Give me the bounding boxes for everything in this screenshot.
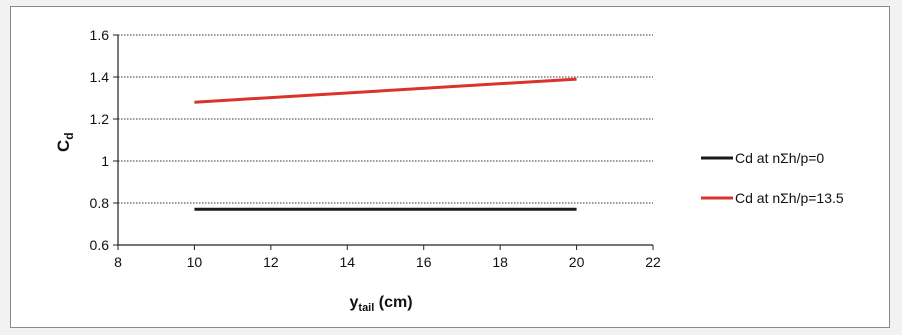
y-tick-label: 1.4 xyxy=(90,69,110,85)
y-axis-label: Cd xyxy=(54,132,76,152)
x-ticks: 8 10 12 14 16 18 20 22 xyxy=(114,245,661,270)
x-tick-label: 8 xyxy=(114,254,122,270)
x-tick-label: 12 xyxy=(263,254,279,270)
x-tick-label: 14 xyxy=(339,254,355,270)
axes xyxy=(117,35,653,246)
y-tick-label: 0.6 xyxy=(90,237,110,253)
x-axis-label: ytail (cm) xyxy=(350,294,413,314)
x-tick-label: 20 xyxy=(569,254,585,270)
y-ticks: 0.6 0.8 1 1.2 1.4 1.6 xyxy=(90,27,118,253)
legend-label-2: Cd at nΣh/p=13.5 xyxy=(735,190,844,206)
chart-frame: 8 10 12 14 16 18 20 22 0.6 0.8 1 1.2 1.4 1.6 Cd ytai… xyxy=(10,6,890,328)
x-axis-label-main: y xyxy=(350,294,359,311)
gridlines xyxy=(118,34,653,204)
series-line-2 xyxy=(194,77,577,104)
y-axis-label-main: C xyxy=(54,140,73,152)
y-tick-label: 1.6 xyxy=(90,27,110,43)
y-axis-label-sub: d xyxy=(62,132,76,139)
x-axis-label-unit: (cm) xyxy=(374,294,412,311)
y-tick-label: 1 xyxy=(101,153,109,169)
y-tick-label: 0.8 xyxy=(90,195,110,211)
x-tick-label: 22 xyxy=(645,254,661,270)
series-lines xyxy=(194,77,577,211)
x-tick-label: 16 xyxy=(416,254,432,270)
y-tick-label: 1.2 xyxy=(90,111,110,127)
x-axis-label-sub: tail xyxy=(358,302,374,314)
x-tick-label: 18 xyxy=(492,254,508,270)
x-tick-label: 10 xyxy=(187,254,203,270)
line-chart: 8 10 12 14 16 18 20 22 0.6 0.8 1 1.2 1.4 1.6 Cd ytai… xyxy=(54,27,844,314)
legend: Cd at nΣh/p=0 Cd at nΣh/p=13.5 xyxy=(701,150,844,206)
legend-label-1: Cd at nΣh/p=0 xyxy=(735,150,824,166)
